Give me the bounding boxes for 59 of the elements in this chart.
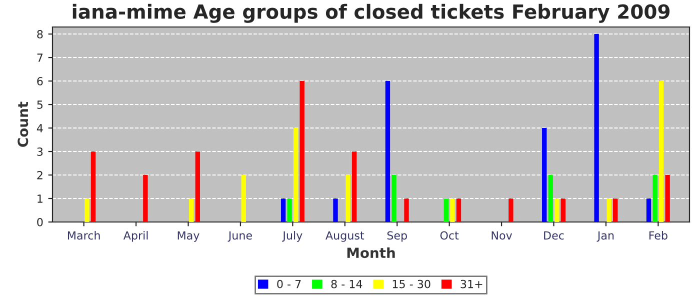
bar bbox=[195, 152, 200, 222]
bar bbox=[300, 81, 304, 222]
bar bbox=[293, 128, 298, 222]
x-tick-label: Jan bbox=[596, 231, 614, 242]
bar bbox=[241, 175, 246, 222]
bar bbox=[280, 198, 286, 222]
legend-label: 15 - 30 bbox=[392, 280, 430, 288]
bar bbox=[542, 128, 547, 222]
bar bbox=[456, 198, 462, 222]
bar bbox=[560, 198, 566, 222]
bar bbox=[84, 198, 90, 222]
x-tick-label: Dec bbox=[544, 231, 564, 240]
bar bbox=[665, 175, 670, 222]
chart-title: iana-mime Age groups of closed tickets February 2009 bbox=[72, 4, 670, 23]
y-tick-label: 1 bbox=[38, 194, 42, 203]
bar bbox=[404, 198, 409, 222]
legend-label: 8 - 14 bbox=[331, 280, 362, 288]
y-tick-label: 4 bbox=[36, 124, 43, 132]
bar bbox=[392, 175, 396, 222]
x-tick-label: Oct bbox=[440, 231, 459, 240]
bar bbox=[333, 198, 338, 222]
x-tick-label: Feb bbox=[649, 231, 668, 240]
bar bbox=[90, 152, 96, 222]
x-tick-label: July bbox=[282, 231, 302, 242]
bar bbox=[658, 81, 664, 222]
bar bbox=[352, 152, 357, 222]
x-tick-label: May bbox=[178, 231, 200, 242]
bar bbox=[652, 175, 658, 222]
x-tick-label: Sep bbox=[387, 231, 407, 242]
legend-label: 0 - 7 bbox=[277, 280, 301, 288]
y-tick-label: 5 bbox=[37, 100, 42, 109]
y-tick-label: 3 bbox=[37, 147, 43, 156]
legend-label: 31+ bbox=[460, 280, 482, 288]
x-tick-label: April bbox=[123, 231, 148, 242]
bar bbox=[508, 198, 514, 222]
x-tick-label: June bbox=[228, 231, 252, 242]
bar bbox=[450, 198, 455, 222]
y-tick-label: 6 bbox=[37, 77, 43, 86]
x-tick-label: August bbox=[326, 231, 364, 242]
x-tick-label: March bbox=[68, 231, 100, 240]
y-tick-label: 0 bbox=[37, 218, 43, 226]
y-tick-label: 7 bbox=[37, 54, 43, 62]
bar bbox=[594, 34, 599, 222]
bar bbox=[143, 175, 148, 222]
x-tick-label: Nov bbox=[492, 231, 512, 240]
y-tick-label: 8 bbox=[37, 30, 43, 38]
bar bbox=[548, 175, 553, 222]
bar bbox=[385, 81, 390, 222]
bar bbox=[189, 198, 194, 222]
bar bbox=[287, 198, 292, 222]
bar bbox=[346, 175, 350, 222]
bar bbox=[646, 198, 652, 222]
y-tick-label: 2 bbox=[37, 170, 42, 180]
bar bbox=[444, 198, 449, 222]
bar bbox=[613, 198, 618, 222]
bar bbox=[606, 198, 612, 222]
y-axis-title: Count bbox=[18, 102, 28, 147]
bar bbox=[554, 198, 560, 222]
x-axis-title: Month bbox=[347, 247, 395, 258]
